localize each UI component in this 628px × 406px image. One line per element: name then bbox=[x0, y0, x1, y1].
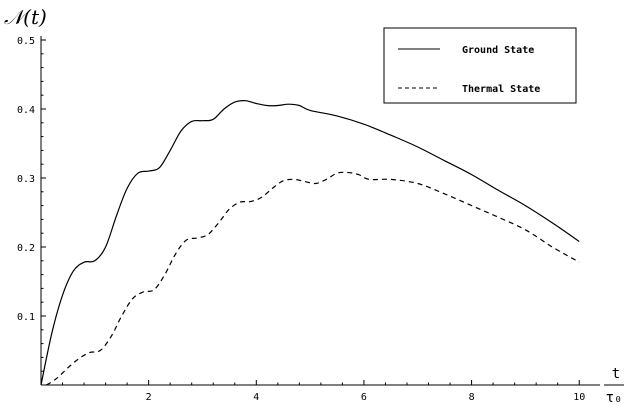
x-tick-label: 6 bbox=[361, 392, 367, 403]
y-tick-label: 0.2 bbox=[17, 243, 35, 254]
y-axis-label: 𝒩(t) bbox=[4, 5, 47, 29]
legend-box bbox=[383, 27, 577, 104]
series-layer bbox=[40, 100, 580, 386]
x-tick-label: 4 bbox=[253, 392, 259, 403]
series-line-thermal-state bbox=[46, 171, 580, 386]
legend-label-thermal-state: Thermal State bbox=[462, 84, 540, 95]
y-tick-label: 0.4 bbox=[17, 105, 35, 116]
x-tick-label: 10 bbox=[573, 392, 585, 403]
x-ticks: 2 4 6 8 10 bbox=[62, 380, 585, 403]
y-tick-label: 0.5 bbox=[17, 36, 35, 47]
legend: Ground State Thermal State bbox=[383, 27, 577, 104]
y-ticks: 0.1 0.2 0.3 0.4 0.5 bbox=[17, 36, 46, 372]
x-tick-label: 2 bbox=[146, 392, 152, 403]
y-tick-label: 0.1 bbox=[17, 312, 35, 323]
y-tick-label: 0.3 bbox=[17, 174, 35, 185]
x-axis-label-numerator: t bbox=[612, 366, 620, 382]
series-line-ground-state bbox=[40, 100, 580, 386]
legend-label-ground-state: Ground State bbox=[462, 45, 534, 56]
x-tick-label: 8 bbox=[469, 392, 475, 403]
x-axis-label-denominator: τ₀ bbox=[606, 390, 623, 406]
